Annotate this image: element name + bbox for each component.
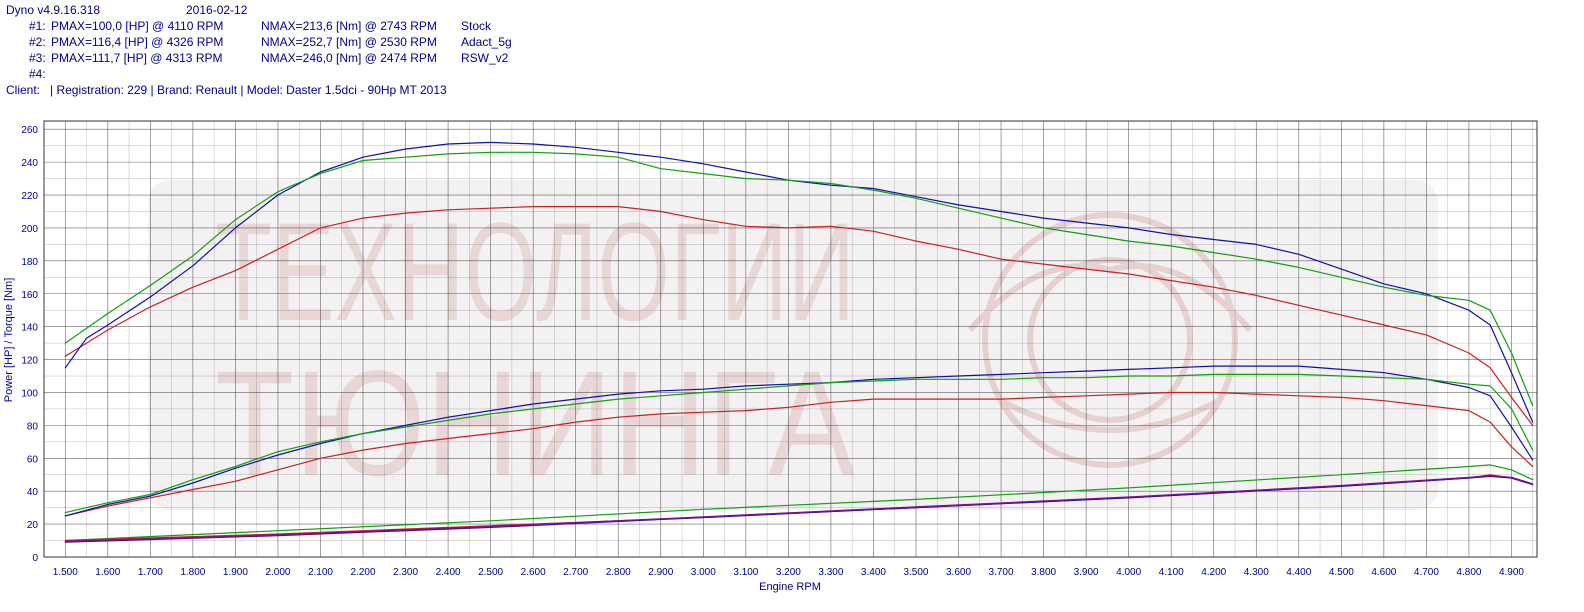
x-tick-label: 1.700 <box>138 567 163 578</box>
series-stock-torque-line <box>64 206 1534 426</box>
series-stock-power-line <box>64 391 1534 517</box>
x-tick-label: 3.800 <box>1031 567 1056 578</box>
x-tick-label: 2.100 <box>308 567 333 578</box>
y-axis-label: Power [HP] / Torque [Nm] <box>3 278 15 403</box>
run-2-pmax: PMAX=116,4 [HP] @ 4326 RPM <box>51 35 224 49</box>
run-2-name: Adact_5g <box>461 35 512 49</box>
y-tick-label: 240 <box>21 158 38 169</box>
x-tick-label: 3.600 <box>946 567 971 578</box>
x-tick-label: 3.200 <box>776 567 801 578</box>
x-tick-label: 3.400 <box>861 567 886 578</box>
y-tick-label: 80 <box>27 421 39 432</box>
test-date: 2016-02-12 <box>186 3 248 17</box>
x-axis: 1.500 1.600 1.700 1.800 1.900 2.000 2.100 2.200… <box>53 567 1525 578</box>
y-tick-label: 40 <box>27 487 39 498</box>
run-1-nmax: NMAX=213,6 [Nm] @ 2743 RPM <box>261 19 437 33</box>
run-3-id: #3: <box>29 51 46 65</box>
watermark: ТЕХНОЛОГИИ ТЮНИНГА <box>148 180 1438 510</box>
app-version: Dyno v4.9.16.318 <box>6 3 101 17</box>
y-tick-label: 180 <box>21 257 38 268</box>
x-tick-label: 3.900 <box>1074 567 1099 578</box>
x-tick-label: 2.500 <box>478 567 503 578</box>
run-2-id: #2: <box>29 35 46 49</box>
series-rsw-v2-power-line <box>64 373 1534 514</box>
y-tick-label: 260 <box>21 125 38 136</box>
y-tick-label: 20 <box>27 520 39 531</box>
x-tick-label: 3.700 <box>989 567 1014 578</box>
y-axis: 0 20 40 60 80 100 120 140 160 180 200 220 240 260 <box>21 125 38 564</box>
y-tick-label: 60 <box>27 454 39 465</box>
run-3-nmax: NMAX=246,0 [Nm] @ 2474 RPM <box>261 51 437 65</box>
x-tick-label: 3.500 <box>903 567 928 578</box>
x-tick-label: 4.800 <box>1456 567 1481 578</box>
run-4-id: #4: <box>29 67 46 81</box>
x-tick-label: 4.600 <box>1371 567 1396 578</box>
x-tick-label: 4.900 <box>1499 567 1524 578</box>
watermark-line-2: ТЮНИНГА <box>215 339 855 507</box>
x-tick-label: 2.200 <box>351 567 376 578</box>
y-tick-label: 100 <box>21 388 38 399</box>
x-tick-label: 2.400 <box>436 567 461 578</box>
loss-overlap-line <box>65 474 1533 543</box>
run-1-pmax: PMAX=100,0 [HP] @ 4110 RPM <box>51 19 224 33</box>
x-tick-label: 4.700 <box>1414 567 1439 578</box>
x-tick-label: 1.600 <box>95 567 120 578</box>
x-tick-label: 4.400 <box>1286 567 1311 578</box>
y-tick-label: 200 <box>21 224 38 235</box>
x-tick-label: 4.300 <box>1244 567 1269 578</box>
y-tick-label: 120 <box>21 356 38 367</box>
x-tick-label: 4.100 <box>1159 567 1184 578</box>
plot-frame <box>43 120 1538 558</box>
x-tick-label: 1.900 <box>223 567 248 578</box>
client-info: Client: | Registration: 229 | Brand: Ren… <box>6 83 447 97</box>
x-tick-label: 4.000 <box>1116 567 1141 578</box>
watermark-emblem <box>967 212 1253 468</box>
run-3-name: RSW_v2 <box>461 51 509 65</box>
y-tick-label: 160 <box>21 290 38 301</box>
y-tick-label: 140 <box>21 323 38 334</box>
series-adact-5g-torque-line <box>64 141 1534 423</box>
x-tick-label: 2.300 <box>393 567 418 578</box>
x-axis-label: Engine RPM <box>759 581 821 593</box>
x-tick-label: 1.800 <box>180 567 205 578</box>
x-tick-label: 2.000 <box>265 567 290 578</box>
run-3-pmax: PMAX=111,7 [HP] @ 4313 RPM <box>51 51 223 65</box>
run-1-name: Stock <box>461 19 492 33</box>
x-tick-label: 2.900 <box>648 567 673 578</box>
x-tick-label: 2.800 <box>606 567 631 578</box>
x-tick-label: 2.700 <box>563 567 588 578</box>
y-tick-label: 220 <box>21 191 38 202</box>
watermark-line-1: ТЕХНОЛОГИИ <box>215 193 855 350</box>
x-tick-label: 4.500 <box>1329 567 1354 578</box>
series-rsw-v2-loss-line <box>64 464 1534 542</box>
x-tick-label: 2.600 <box>521 567 546 578</box>
chart-curves <box>64 141 1534 543</box>
run-1-id: #1: <box>29 19 46 33</box>
x-tick-label: 3.000 <box>691 567 716 578</box>
x-tick-label: 1.500 <box>53 567 78 578</box>
x-tick-label: 4.200 <box>1201 567 1226 578</box>
x-tick-label: 3.300 <box>818 567 843 578</box>
run-2-nmax: NMAX=252,7 [Nm] @ 2530 RPM <box>261 35 437 49</box>
watermark-panel <box>148 180 1438 510</box>
x-tick-label: 3.100 <box>733 567 758 578</box>
y-tick-label: 0 <box>32 553 38 564</box>
series-rsw-v2-torque-line <box>64 151 1534 407</box>
chart-grid <box>44 121 1537 558</box>
